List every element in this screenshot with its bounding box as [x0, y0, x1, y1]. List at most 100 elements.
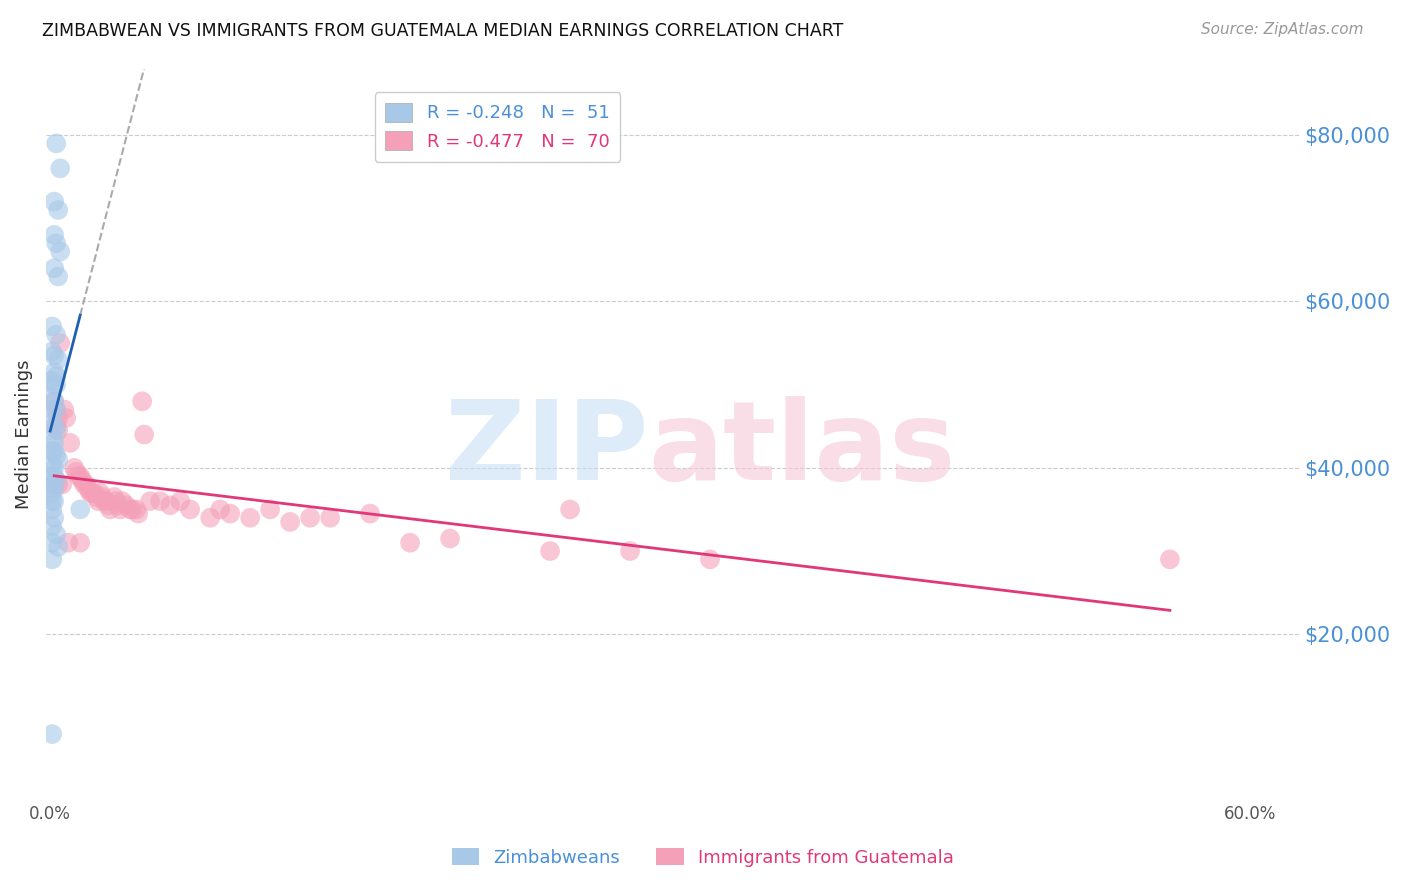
Point: [44, 377, 66, 392]
Point: [98, 502, 121, 516]
Point: [538, 544, 561, 558]
Point: [83, 485, 105, 500]
Point: [45, 402, 67, 417]
Point: [169, 494, 191, 508]
Point: [44, 194, 66, 209]
Point: [131, 394, 153, 409]
Point: [139, 494, 162, 508]
Point: [44, 460, 66, 475]
Text: atlas: atlas: [648, 396, 955, 503]
Point: [41, 319, 63, 334]
Point: [46, 202, 69, 217]
Point: [77, 482, 100, 496]
Point: [41, 344, 63, 359]
Point: [44, 469, 66, 483]
Point: [121, 502, 143, 516]
Point: [134, 427, 156, 442]
Point: [69, 502, 91, 516]
Point: [46, 424, 69, 438]
Point: [41, 535, 63, 549]
Point: [96, 494, 118, 508]
Point: [41, 444, 63, 458]
Point: [41, 727, 63, 741]
Point: [111, 494, 134, 508]
Point: [41, 390, 63, 404]
Point: [46, 269, 69, 284]
Point: [115, 498, 138, 512]
Text: ZIP: ZIP: [444, 396, 648, 503]
Point: [44, 482, 66, 496]
Point: [82, 485, 104, 500]
Point: [44, 477, 66, 491]
Point: [41, 552, 63, 566]
Point: [45, 419, 67, 434]
Point: [45, 402, 67, 417]
Point: [359, 507, 381, 521]
Point: [70, 473, 93, 487]
Point: [278, 515, 301, 529]
Text: Source: ZipAtlas.com: Source: ZipAtlas.com: [1201, 22, 1364, 37]
Point: [108, 502, 131, 516]
Point: [44, 349, 66, 363]
Point: [67, 469, 90, 483]
Point: [45, 236, 67, 251]
Point: [44, 419, 66, 434]
Text: ZIMBABWEAN VS IMMIGRANTS FROM GUATEMALA MEDIAN EARNINGS CORRELATION CHART: ZIMBABWEAN VS IMMIGRANTS FROM GUATEMALA …: [42, 22, 844, 40]
Point: [41, 402, 63, 417]
Point: [49, 336, 72, 351]
Point: [125, 502, 148, 516]
Point: [319, 510, 342, 524]
Point: [198, 510, 221, 524]
Point: [46, 477, 69, 491]
Point: [44, 227, 66, 242]
Point: [439, 532, 461, 546]
Point: [55, 411, 77, 425]
Point: [45, 136, 67, 151]
Point: [69, 469, 91, 483]
Point: [45, 424, 67, 438]
Point: [219, 507, 242, 521]
Point: [299, 510, 322, 524]
Point: [619, 544, 641, 558]
Point: [45, 473, 67, 487]
Point: [45, 449, 67, 463]
Point: [46, 352, 69, 367]
Point: [149, 494, 172, 508]
Point: [46, 452, 69, 467]
Point: [41, 469, 63, 483]
Point: [1159, 552, 1181, 566]
Point: [59, 436, 82, 450]
Point: [41, 485, 63, 500]
Point: [41, 457, 63, 471]
Point: [44, 394, 66, 409]
Legend: Zimbabweans, Immigrants from Guatemala: Zimbabweans, Immigrants from Guatemala: [444, 841, 962, 874]
Point: [259, 502, 281, 516]
Point: [45, 527, 67, 541]
Point: [41, 502, 63, 516]
Point: [45, 377, 67, 392]
Point: [56, 535, 79, 549]
Point: [41, 519, 63, 533]
Point: [53, 402, 76, 417]
Point: [41, 432, 63, 446]
Point: [75, 477, 97, 491]
Point: [79, 485, 101, 500]
Point: [45, 369, 67, 384]
Point: [93, 494, 115, 508]
Point: [103, 490, 125, 504]
Point: [91, 490, 114, 504]
Point: [49, 161, 72, 176]
Y-axis label: Median Earnings: Median Earnings: [15, 359, 32, 509]
Point: [558, 502, 581, 516]
Point: [41, 477, 63, 491]
Point: [699, 552, 721, 566]
Point: [44, 444, 66, 458]
Point: [46, 411, 69, 425]
Point: [69, 535, 91, 549]
Point: [63, 460, 86, 475]
Point: [44, 365, 66, 379]
Point: [399, 535, 422, 549]
Point: [65, 465, 87, 479]
Point: [44, 394, 66, 409]
Point: [49, 244, 72, 259]
